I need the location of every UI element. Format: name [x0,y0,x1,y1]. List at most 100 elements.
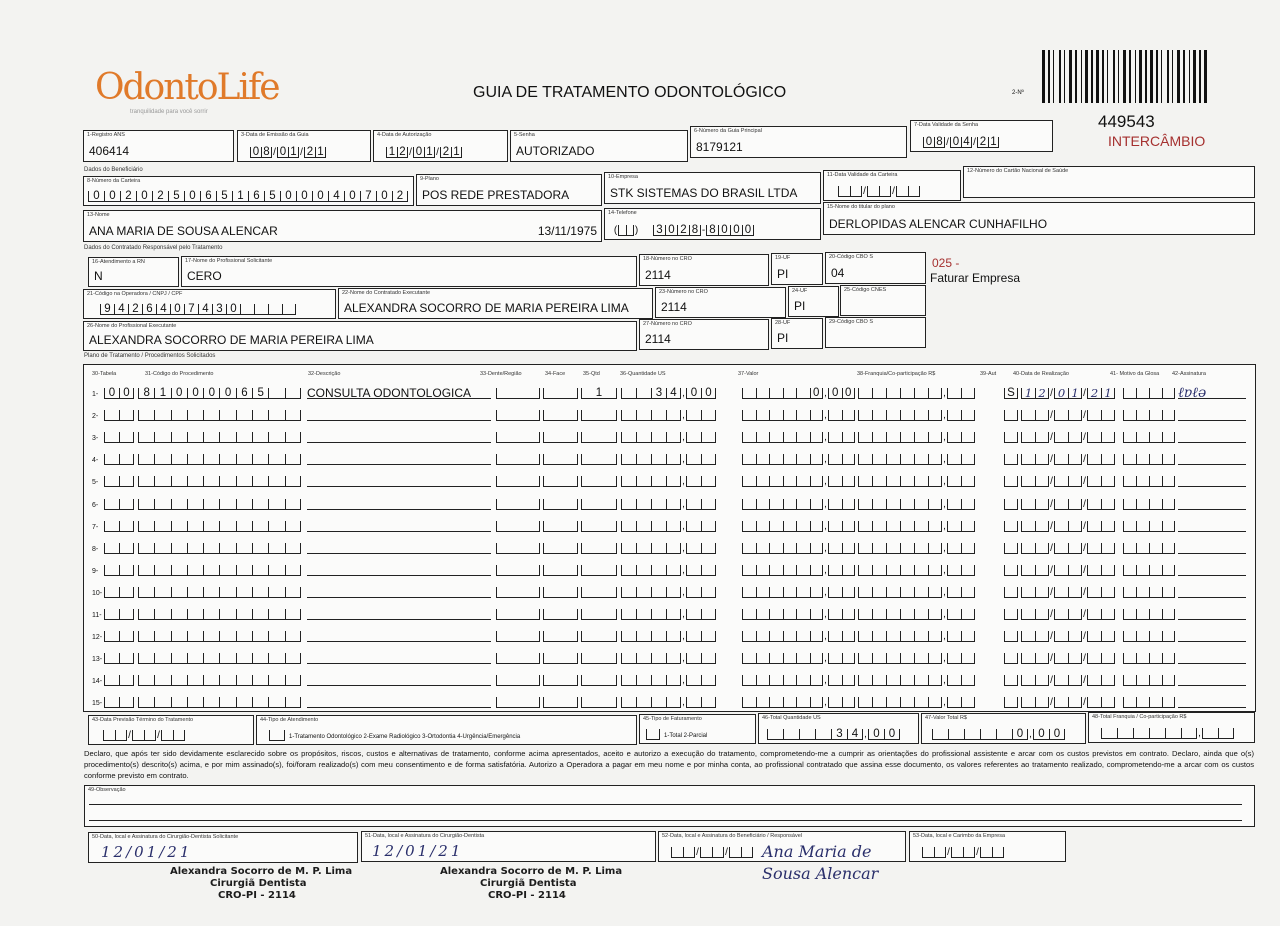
dente-cell[interactable] [496,388,540,399]
tabela-cells[interactable] [104,609,134,620]
franquia-cells[interactable]: , [858,675,975,687]
field-uf-19[interactable]: 19-UF PI [771,253,823,285]
field-cro-23[interactable]: 23-Número no CRO 2114 [655,287,786,318]
assinatura-field[interactable] [1178,675,1246,687]
field-empresa[interactable]: 10-Empresa STK SISTEMAS DO BRASIL LTDA [604,172,821,204]
data-realizacao-cells[interactable]: / / [1021,586,1115,598]
qtd-us-cells[interactable]: , [621,542,716,554]
qtd-us-cells[interactable]: , [621,586,716,598]
face-cell[interactable] [543,432,578,444]
valor-cells[interactable]: , [742,454,855,466]
data-realizacao-cells[interactable]: / / [1021,520,1115,532]
assinatura-field[interactable] [1178,631,1246,643]
field-observacao[interactable]: 49-Observação [84,785,1255,827]
assinatura-field[interactable] [1178,653,1246,665]
face-cell[interactable] [543,520,578,532]
codigo-cells[interactable] [138,675,301,687]
field-cro-18[interactable]: 18-Número no CRO 2114 [639,254,769,286]
descricao-field[interactable] [307,631,491,643]
tabela-cells[interactable] [104,432,134,444]
field-tipo-atendimento[interactable]: 44-Tipo de Atendimento 1-Tratamento Odont… [256,715,637,745]
franquia-cells[interactable]: , [858,388,975,399]
data-realizacao-cells[interactable]: / / [1021,498,1115,510]
dente-cell[interactable] [496,454,540,466]
field-previsao-termino[interactable]: 43-Data Previsão Término do Tratamento / / [88,715,254,745]
tabela-cells[interactable] [104,631,134,643]
dente-cell[interactable] [496,653,540,665]
qtd-us-cells[interactable]: , [621,454,716,466]
aut-cell[interactable] [1004,631,1018,643]
face-cell[interactable] [543,498,578,510]
descricao-field[interactable] [307,653,491,665]
qtd-us-cells[interactable]: , [621,609,716,620]
signature-53[interactable]: 53-Data, local e Carimbo da Empresa / / [909,831,1066,862]
tabela-cells[interactable] [104,564,134,576]
qtd-cell[interactable] [581,631,617,643]
codigo-cells[interactable] [138,697,301,709]
motivo-cells[interactable] [1123,410,1175,422]
qtd-us-cells[interactable]: , [621,653,716,665]
assinatura-field[interactable] [1178,499,1246,510]
valor-cells[interactable]: , [742,498,855,510]
descricao-field[interactable] [307,521,491,532]
motivo-cells[interactable] [1123,609,1175,620]
codigo-cells[interactable] [138,432,301,444]
field-valor-total[interactable]: 47-Valor Total R$ 0, 0 0 [921,713,1086,744]
tabela-cells[interactable] [104,476,134,488]
valor-cells[interactable]: , [742,520,855,532]
descricao-field[interactable] [307,609,491,620]
qtd-us-cells[interactable]: , [621,675,716,687]
field-nome[interactable]: 13-Nome ANA MARIA DE SOUSA ALENCAR 13/11/1… [83,210,602,242]
qtd-us-cells[interactable]: , [621,631,716,643]
qtd-us-cells[interactable]: , [621,564,716,576]
valor-cells[interactable]: , [742,432,855,444]
checkbox[interactable] [269,730,285,741]
dente-cell[interactable] [496,697,540,709]
tabela-cells[interactable] [104,454,134,466]
field-codigo-operadora[interactable]: 21-Código na Operadora / CNPJ / CPF 9 4 2 6 4… [83,289,336,319]
aut-cell[interactable] [1004,476,1018,488]
assinatura-field[interactable] [1178,454,1246,466]
field-uf-28[interactable]: 28-UF PI [771,318,823,349]
motivo-cells[interactable] [1123,586,1175,598]
aut-cell[interactable] [1004,586,1018,598]
field-cro-27[interactable]: 27-Número no CRO 2114 [639,319,769,350]
valor-cells[interactable]: , [742,609,855,620]
field-total-franquia[interactable]: 48-Total Franquia / Co-participação R$, [1088,712,1255,743]
dente-cell[interactable] [496,586,540,598]
codigo-cells[interactable] [138,454,301,466]
aut-cell[interactable] [1004,564,1018,576]
data-realizacao-cells[interactable]: / / [1021,653,1115,665]
qtd-cell[interactable] [581,697,617,709]
face-cell[interactable] [543,631,578,643]
franquia-cells[interactable]: , [858,564,975,576]
qtd-cell[interactable] [581,432,617,444]
motivo-cells[interactable] [1123,631,1175,643]
qtd-us-cells[interactable]: , [621,432,716,444]
assinatura-field[interactable] [1178,587,1246,598]
descricao-field[interactable] [307,410,491,422]
qtd-cell[interactable] [581,476,617,488]
data-realizacao-cells[interactable]: / / [1021,476,1115,488]
qtd-us-cells[interactable]: , [621,498,716,510]
aut-cell[interactable] [1004,675,1018,687]
motivo-cells[interactable] [1123,564,1175,576]
valor-cells[interactable]: , [742,631,855,643]
assinatura-field[interactable] [1178,476,1246,488]
qtd-us-cells[interactable]: , [621,476,716,488]
codigo-cells[interactable] [138,631,301,643]
data-realizacao-cells[interactable]: / / [1021,564,1115,576]
data-realizacao-cells[interactable]: / / [1021,542,1115,554]
dente-cell[interactable] [496,498,540,510]
dente-cell[interactable] [496,675,540,687]
franquia-cells[interactable]: , [858,586,975,598]
dente-cell[interactable] [496,564,540,576]
codigo-cells[interactable] [138,476,301,488]
field-titular[interactable]: 15-Nome do titular do plano DERLOPIDAS AL… [823,202,1255,235]
motivo-cells[interactable] [1123,520,1175,532]
field-profissional-executante[interactable]: 26-Nome do Profissional Executante ALEXAN… [83,321,637,351]
franquia-cells[interactable]: , [858,697,975,709]
assinatura-field[interactable] [1178,521,1246,532]
